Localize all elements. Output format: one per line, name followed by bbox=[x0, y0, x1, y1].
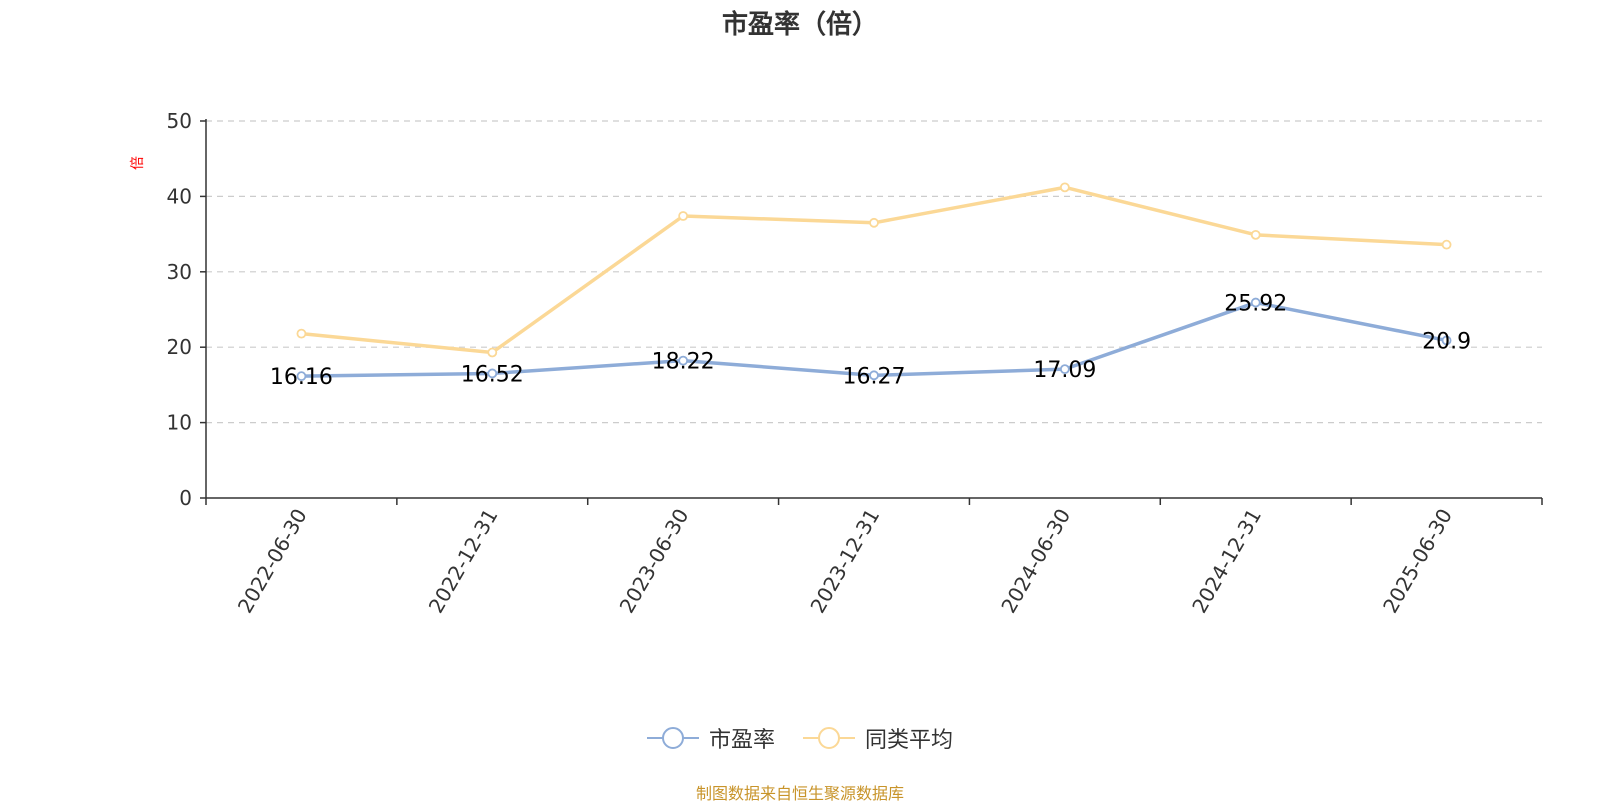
data-point bbox=[1250, 297, 1261, 308]
legend-swatch-icon bbox=[646, 726, 699, 750]
data-point bbox=[1250, 229, 1261, 240]
data-label: 16.27 bbox=[843, 364, 906, 389]
series bbox=[296, 182, 1452, 382]
legend-item[interactable]: 同类平均 bbox=[803, 722, 953, 754]
legend-swatch-icon bbox=[803, 726, 855, 750]
data-point bbox=[296, 371, 307, 382]
y-tick-label: 30 bbox=[167, 260, 192, 284]
series-line-peer-avg bbox=[301, 185, 1447, 355]
x-tick-label: 2024-12-31 bbox=[1187, 505, 1266, 618]
data-point bbox=[869, 217, 879, 228]
y-tick-label: 20 bbox=[167, 335, 192, 359]
data-labels: 16.16 16.52 18.22 16.27 17.09 25.92 20.9 bbox=[270, 292, 1471, 391]
data-point bbox=[487, 347, 498, 358]
chart-title: 市盈率（倍） bbox=[721, 10, 878, 40]
x-tick-label: 2023-06-30 bbox=[615, 505, 694, 618]
legend-item[interactable]: 市盈率 bbox=[646, 722, 775, 754]
data-point bbox=[678, 355, 689, 366]
data-label: 17.09 bbox=[1033, 358, 1096, 383]
y-axis-label: 倍 bbox=[130, 156, 146, 170]
source-note: 制图数据来自恒生聚源数据库 bbox=[695, 784, 904, 803]
data-label: 16.16 bbox=[270, 365, 333, 390]
data-point bbox=[1441, 335, 1452, 346]
y-tick-label: 40 bbox=[167, 184, 192, 208]
x-tick-label: 2022-12-31 bbox=[424, 505, 503, 618]
data-label: 25.92 bbox=[1224, 292, 1287, 317]
x-tick-label: 2023-12-31 bbox=[805, 505, 884, 618]
data-point bbox=[678, 211, 689, 221]
data-label: 20.9 bbox=[1422, 329, 1471, 354]
data-point bbox=[487, 368, 498, 379]
y-tick-label: 10 bbox=[167, 411, 192, 435]
data-point bbox=[296, 328, 307, 339]
data-point bbox=[1059, 364, 1070, 375]
y-tick-label: 0 bbox=[179, 486, 192, 510]
legend-label: 市盈率 bbox=[708, 728, 775, 753]
y-tick-label: 50 bbox=[167, 109, 192, 133]
legend: 市盈率 同类平均 bbox=[0, 722, 1600, 754]
data-point bbox=[1441, 239, 1452, 250]
data-point bbox=[869, 370, 879, 381]
x-tick-label: 2024-06-30 bbox=[996, 505, 1075, 618]
legend-label: 同类平均 bbox=[865, 728, 954, 753]
data-label: 16.52 bbox=[461, 362, 524, 387]
x-tick-label: 2025-06-30 bbox=[1378, 505, 1457, 618]
axes: 0 10 20 30 40 50 2022-06-30 2022-12-31 2023-06-3… bbox=[167, 109, 1543, 618]
x-tick-label: 2022-06-30 bbox=[233, 505, 312, 618]
data-point bbox=[1059, 182, 1070, 193]
data-label: 18.22 bbox=[652, 350, 715, 375]
